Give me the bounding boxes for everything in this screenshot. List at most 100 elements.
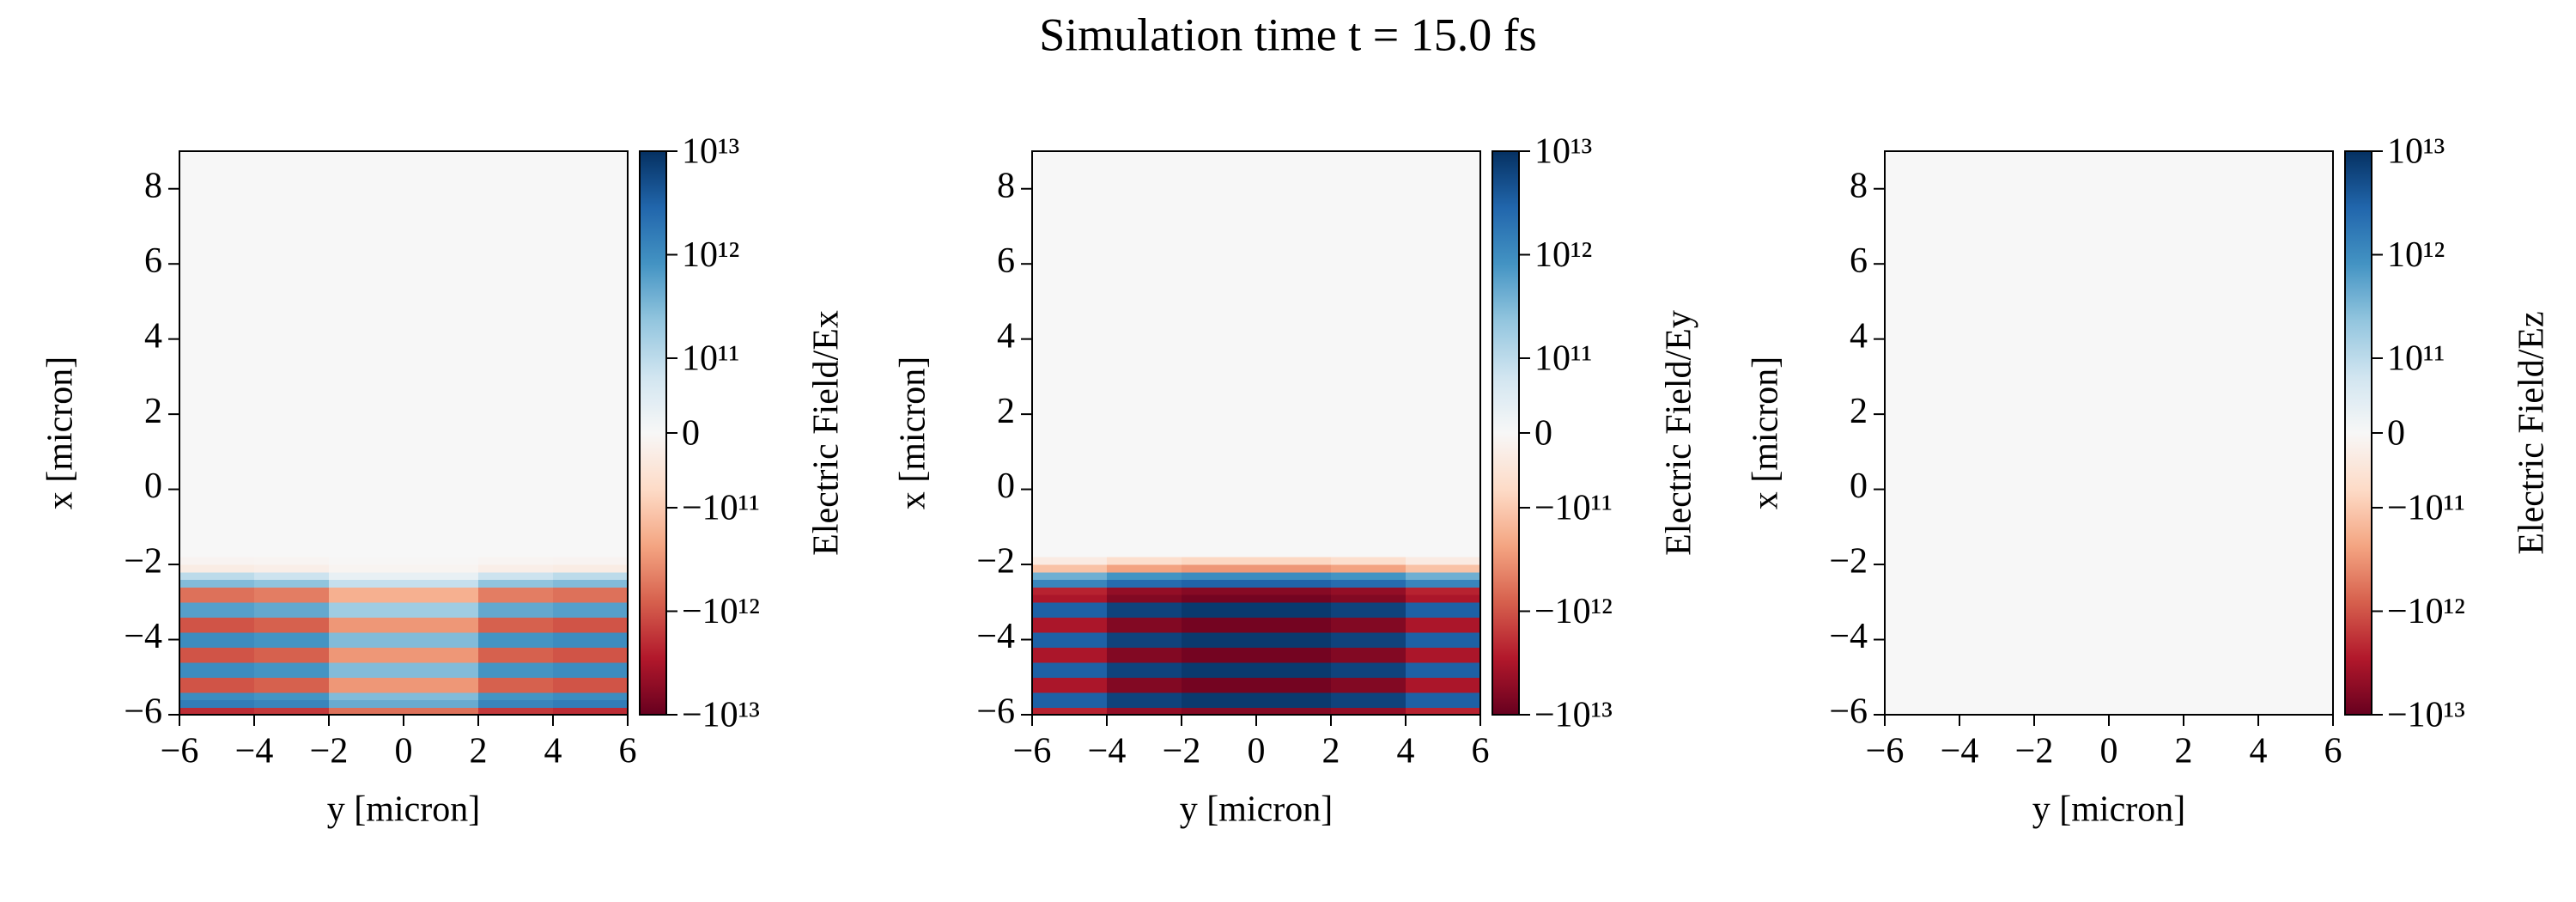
heatmap-cell [179,557,255,565]
heatmap-cell [1885,571,1960,581]
heatmap-cell [404,609,479,618]
heatmap-cell [404,625,479,633]
colorbar-tick-label: −10¹² [682,592,760,631]
heatmap-cell [254,639,330,648]
heatmap-cell [1959,594,2035,603]
heatmap-cell [1182,571,1257,581]
heatmap-cell [2109,601,2184,611]
heatmap-cell [2258,594,2334,603]
heatmap-cell [1107,661,1182,671]
heatmap-cell [2034,601,2110,611]
heatmap-cell [1885,564,1960,573]
heatmap-cell [1256,692,1332,701]
heatmap-cell [254,625,330,633]
heatmap-cell [1885,639,1960,648]
heatmap-cell [478,625,554,633]
heatmap-cell [1182,625,1257,633]
colorbar-tick-label: 10¹¹ [1534,339,1592,379]
heatmap-cell [553,557,629,565]
heatmap-cell [2034,677,2110,686]
heatmap-cell [2184,647,2259,655]
heatmap-cell [1256,587,1332,595]
heatmap-cell [1959,639,2035,648]
heatmap-cell [1406,699,1481,708]
heatmap-cell [1182,677,1257,686]
heatmap-cell [1182,647,1257,655]
heatmap-cell [478,601,554,611]
heatmap-cell [478,655,554,663]
heatmap-cell [2258,655,2334,663]
heatmap-cell [1885,587,1960,595]
heatmap-cell [1032,685,1108,693]
heatmap-cell [2258,692,2334,701]
heatmap-cell [2258,707,2334,716]
heatmap-cell [1032,707,1108,716]
heatmap-cell [1959,609,2035,618]
heatmap-cell [329,557,404,565]
heatmap-cell [2034,625,2110,633]
heatmap-cell [404,655,479,663]
heatmap-cell [1885,625,1960,633]
heatmap-cell [404,579,479,588]
x-tick-label: 0 [395,732,413,771]
heatmap-cell [2258,669,2334,678]
heatmap-cell [1406,579,1481,588]
heatmap-cell [1182,617,1257,625]
heatmap-cell [2184,631,2259,641]
heatmap-cell [1182,707,1257,716]
heatmap-cell [1885,699,1960,708]
heatmap-cell [404,594,479,603]
heatmap-cell [1182,699,1257,708]
heatmap-cell [2034,707,2110,716]
x-tick-label: −4 [235,732,274,771]
heatmap-cell [2109,631,2184,641]
heatmap-cell [329,669,404,678]
x-tick-label: 2 [2175,732,2193,771]
heatmap-cell [1182,587,1257,595]
heatmap-cell [1406,625,1481,633]
heatmap-cell [2258,639,2334,648]
heatmap-cell [1032,647,1108,655]
heatmap-cell [329,601,404,611]
heatmap-cell [254,685,330,693]
heatmap-cell [1032,699,1108,708]
heatmap-cell [404,617,479,625]
heatmap-cell [1959,669,2035,678]
heatmap-cell [478,647,554,655]
heatmap-cell [1885,707,1960,716]
heatmap-cell [329,579,404,588]
heatmap-cell [1406,587,1481,595]
heatmap-cell [2109,677,2184,686]
colorbar-tick-label: −10¹¹ [2387,489,2465,528]
heatmap-cell [254,677,330,686]
heatmap-cell [179,699,255,708]
heatmap-cell [179,594,255,603]
heatmap-cell [1959,707,2035,716]
heatmap-cell [2109,647,2184,655]
heatmap-cell [478,677,554,686]
y-tick-label: 0 [1850,466,1868,506]
heatmap-cell [1256,564,1332,573]
heatmap-cell [179,571,255,581]
heatmap-cell [2109,699,2184,708]
heatmap-cell [2109,625,2184,633]
heatmap-cell [2109,661,2184,671]
heatmap-cell [2184,685,2259,693]
heatmap-cell [2034,699,2110,708]
x-tick-label: −6 [161,732,199,771]
heatmap-cells [179,557,629,716]
heatmap-cell [179,609,255,618]
colorbar-tick-label: 10¹¹ [682,339,739,379]
heatmap-cell [1182,564,1257,573]
y-tick-label: 6 [144,241,162,281]
colorbar-tick-label: 10¹² [1534,235,1592,275]
heatmap-cell [2034,564,2110,573]
heatmap-cell [1885,631,1960,641]
heatmap-cell [1959,685,2035,693]
heatmap-cell [329,707,404,716]
heatmap-cell [2184,677,2259,686]
heatmap-cell [1256,661,1332,671]
heatmap-cell [1885,669,1960,678]
heatmap-cell [1107,685,1182,693]
heatmap-cell [329,661,404,671]
